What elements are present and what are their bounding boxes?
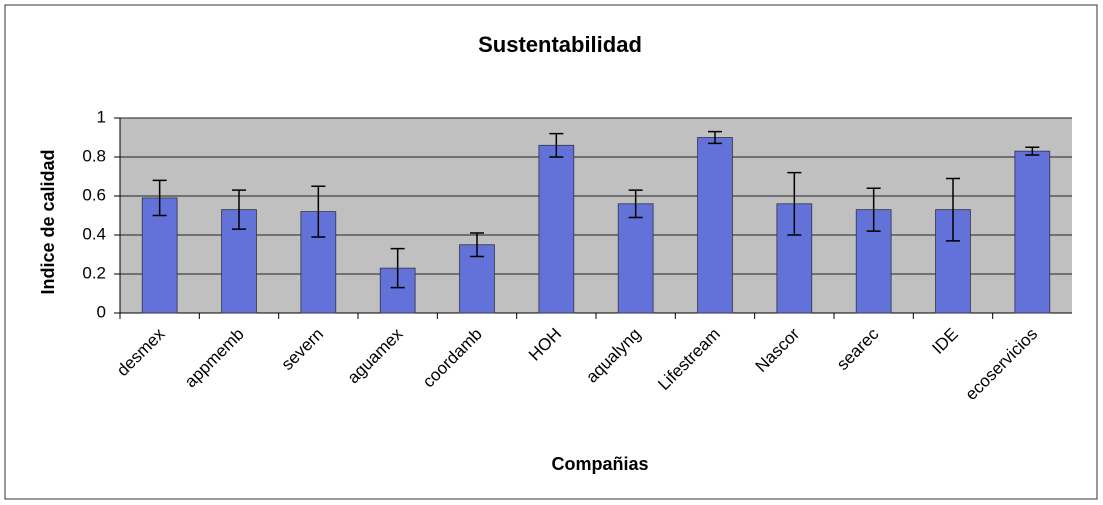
error-bar: [232, 189, 246, 230]
y-tick-label: 0.2: [82, 263, 106, 282]
error-bar: [787, 171, 802, 236]
y-tick-label: 1: [97, 107, 106, 126]
y-tick-label: 0: [97, 302, 106, 321]
y-tick-label: 0.6: [82, 185, 106, 204]
error-bar: [390, 247, 405, 289]
x-axis-title: Compañias: [551, 454, 648, 474]
plot-area: [120, 118, 1072, 313]
error-bar: [470, 232, 484, 258]
error-bar: [628, 189, 643, 219]
error-bar: [1025, 146, 1040, 156]
bar: [697, 137, 733, 314]
error-bar: [311, 185, 326, 238]
bar: [1014, 150, 1051, 314]
bar: [617, 203, 654, 314]
bar: [538, 144, 575, 314]
y-axis-title: Indice de calidad: [38, 149, 58, 294]
error-bar: [152, 179, 167, 217]
error-bar: [549, 132, 564, 158]
y-tick-label: 0.4: [82, 224, 106, 243]
y-tick-label: 0.8: [82, 146, 106, 165]
error-bar: [866, 187, 881, 232]
error-bar: [708, 130, 722, 145]
chart-title: Sustentabilidad: [478, 32, 642, 57]
error-bar: [946, 177, 960, 242]
